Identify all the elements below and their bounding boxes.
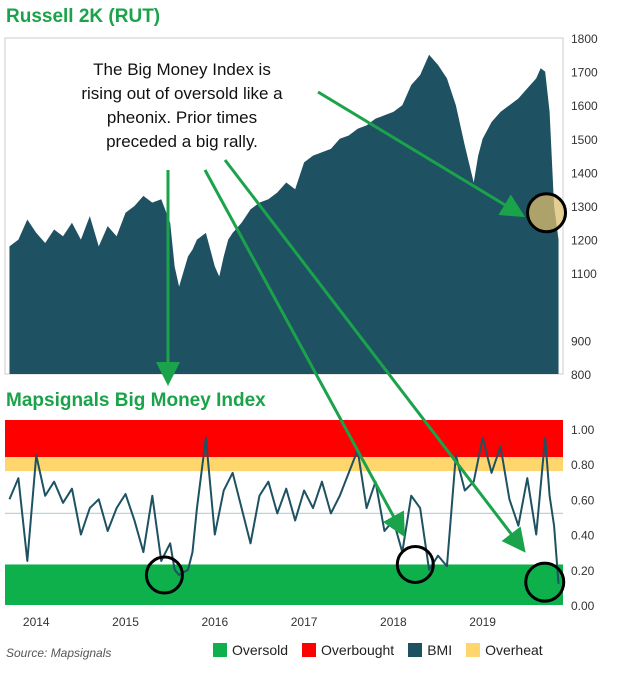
bmi-x-tick-label: 2018 — [380, 615, 407, 629]
bmi-x-tick-label: 2015 — [112, 615, 139, 629]
legend-label: Overbought — [321, 642, 395, 658]
rut-area — [9, 54, 559, 375]
chart-canvas: 800 900 1100 1200 1300 1400 1500 1600 1700 1800 0… — [4, 32, 598, 629]
bmi-y-tick-label: 0.40 — [571, 529, 595, 543]
legend-swatch — [302, 643, 317, 657]
legend: Oversold Overbought BMI Overheat — [213, 642, 557, 658]
highlight-circle — [144, 555, 184, 595]
bmi-x-tick-label: 2016 — [201, 615, 228, 629]
rut-y-tick-label: 800 — [571, 368, 591, 382]
legend-swatch — [408, 643, 423, 657]
rut-y-axis: 800 900 1100 1200 1300 1400 1500 1600 1700 1800 — [571, 32, 598, 382]
legend-item-oversold: Oversold — [213, 642, 288, 658]
legend-label: Oversold — [232, 642, 289, 658]
highlight-circle — [395, 544, 435, 584]
bmi-x-tick-label: 2019 — [469, 615, 496, 629]
legend-item-bmi: BMI — [408, 642, 452, 658]
rut-y-tick-label: 1600 — [571, 99, 598, 113]
bmi-line — [8, 436, 560, 584]
bmi-y-tick-label: 1.00 — [571, 423, 595, 437]
rut-title: Russell 2K (RUT) — [6, 6, 161, 27]
rut-y-tick-label: 1200 — [571, 234, 598, 248]
legend-swatch — [466, 643, 481, 657]
legend-item-overbought: Overbought — [302, 642, 394, 658]
rut-area-group — [9, 54, 559, 375]
rut-y-tick-label: 1300 — [571, 200, 598, 214]
bmi-y-tick-label: 0.80 — [571, 458, 595, 472]
highlight-circle — [524, 561, 566, 603]
annotation-arrow — [317, 90, 526, 218]
rut-y-tick-label: 1700 — [571, 66, 598, 80]
annotation-arrows — [156, 90, 526, 553]
bmi-y-tick-label: 0.60 — [571, 493, 595, 507]
bmi-x-axis: 2014 2015 2016 2017 2018 2019 — [23, 615, 496, 629]
bmi-line-group — [8, 436, 560, 584]
bmi-y-axis: 0.00 0.20 0.40 0.60 0.80 1.00 — [571, 423, 595, 613]
rut-y-tick-label: 1800 — [571, 32, 598, 46]
rut-y-tick-label: 900 — [571, 334, 591, 348]
band-overheat — [5, 457, 563, 472]
annotation-arrow — [203, 169, 405, 538]
rut-y-tick-label: 1100 — [571, 267, 597, 281]
bmi-x-tick-label: 2014 — [23, 615, 50, 629]
bmi-y-tick-label: 0.00 — [571, 599, 595, 613]
rut-y-tick-label: 1400 — [571, 166, 598, 180]
legend-label: Overheat — [485, 642, 543, 658]
bmi-title: Mapsignals Big Money Index — [6, 390, 266, 411]
band-overbought — [5, 420, 563, 457]
legend-label: BMI — [427, 642, 453, 658]
annotation-circles — [144, 192, 568, 603]
bmi-x-tick-label: 2017 — [291, 615, 318, 629]
annotation-arrow — [223, 159, 526, 553]
legend-item-overheat: Overheat — [466, 642, 543, 658]
annotation-text: The Big Money Index is rising out of over… — [81, 60, 283, 151]
bmi-bands — [5, 420, 563, 605]
legend-swatch — [213, 643, 227, 657]
source-note: Source: Mapsignals — [6, 646, 112, 660]
band-oversold — [5, 564, 563, 605]
rut-y-tick-label: 1500 — [571, 133, 598, 147]
bmi-y-tick-label: 0.20 — [571, 564, 595, 578]
highlight-circle — [526, 192, 568, 234]
